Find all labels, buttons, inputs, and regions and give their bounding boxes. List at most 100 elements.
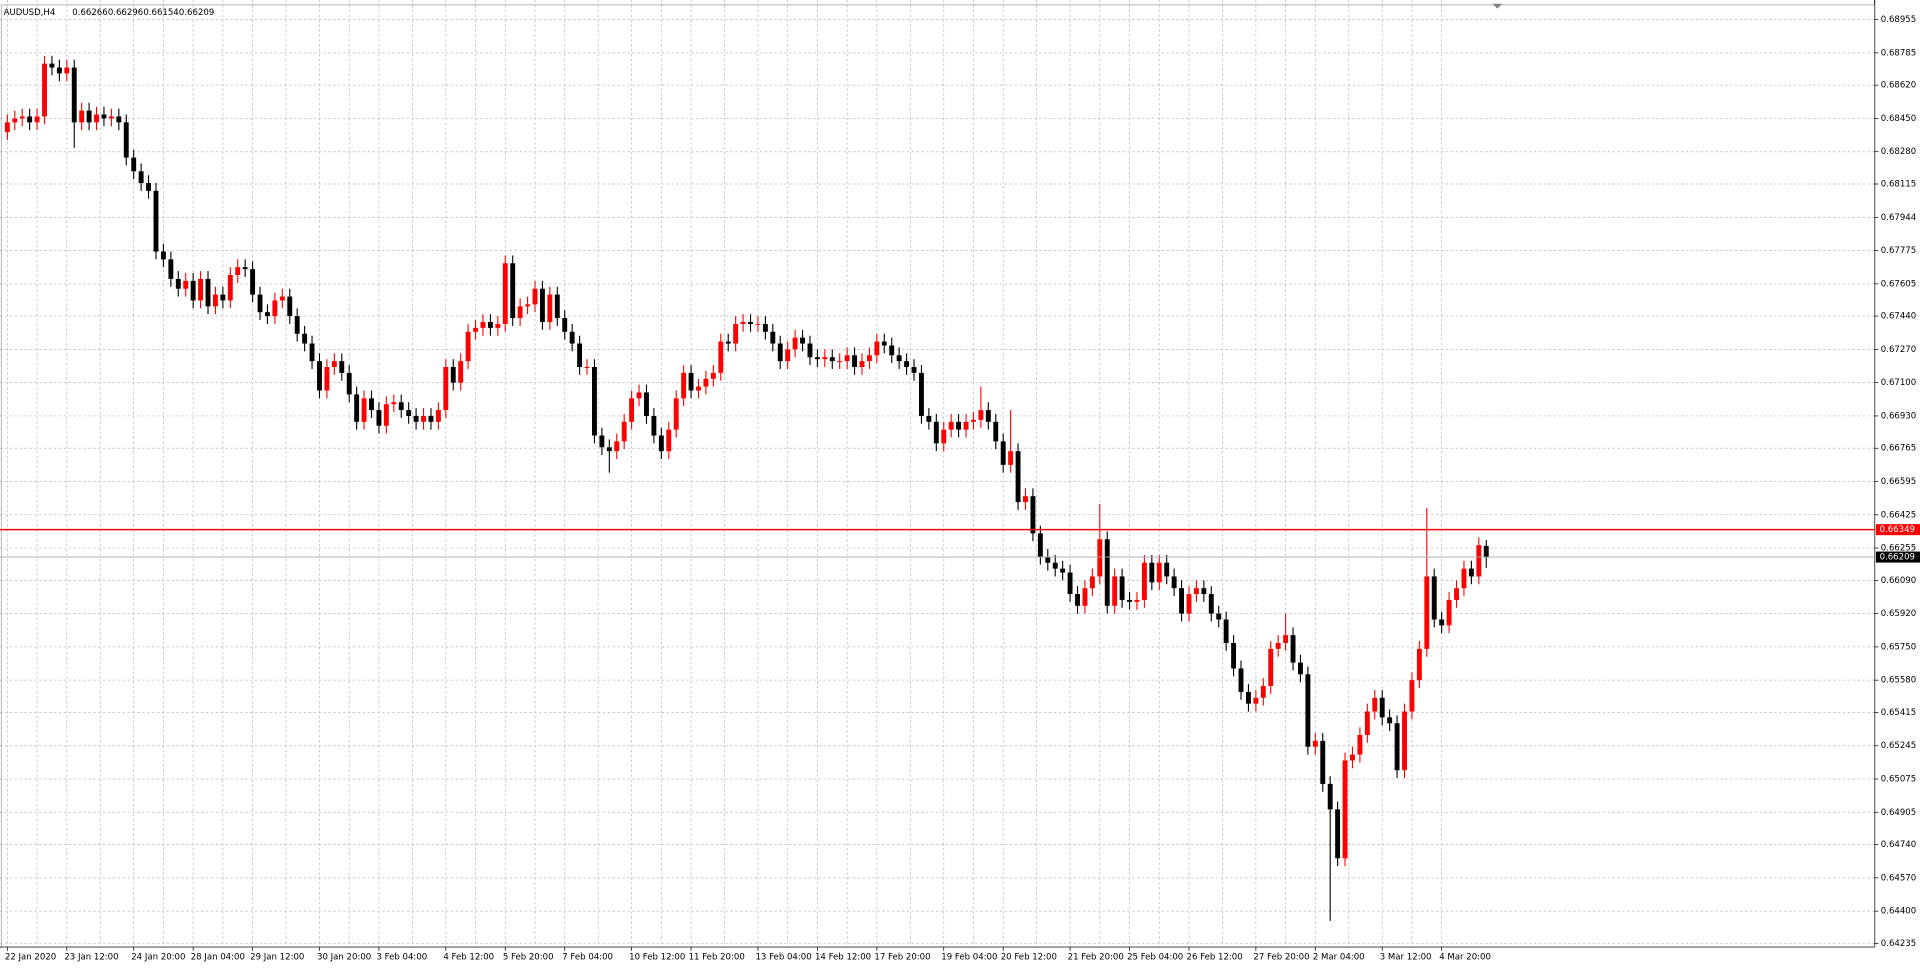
candle-body xyxy=(525,304,531,307)
x-tick-label: 21 Feb 20:00 xyxy=(1068,952,1124,962)
candle-body xyxy=(443,367,449,411)
y-tick-label: 0.68280 xyxy=(1881,147,1916,157)
candle-body xyxy=(703,378,709,387)
candle-body xyxy=(1357,734,1363,755)
x-tick-label: 30 Jan 20:00 xyxy=(317,952,371,962)
candle-body xyxy=(837,361,843,363)
candle-body xyxy=(1476,545,1482,577)
x-tick-label: 7 Feb 04:00 xyxy=(562,952,613,962)
candle-body xyxy=(1030,496,1036,534)
candle-body xyxy=(487,321,493,328)
candle-body xyxy=(874,341,880,356)
header-high: 0.66296 xyxy=(108,8,143,18)
candle-body xyxy=(933,421,939,444)
candle-body xyxy=(287,296,293,317)
candle-body xyxy=(1298,662,1303,675)
candle-body xyxy=(413,415,419,422)
candle-body xyxy=(554,294,560,319)
y-tick-label: 0.68450 xyxy=(1881,114,1916,124)
candle-body xyxy=(1231,642,1237,669)
candle-body xyxy=(1372,697,1378,712)
candle-body xyxy=(666,429,672,452)
candle-body xyxy=(1439,619,1445,626)
y-tick-label: 0.66255 xyxy=(1881,544,1916,554)
candle-body xyxy=(265,312,270,317)
candle-body xyxy=(346,372,352,395)
candle-body xyxy=(777,343,783,362)
candle-body xyxy=(1350,754,1355,761)
candle-body xyxy=(183,280,189,289)
candle-body xyxy=(1312,740,1318,747)
candle-body xyxy=(34,116,40,123)
candle-body xyxy=(956,421,962,430)
x-tick-label: 3 Mar 12:00 xyxy=(1380,952,1432,962)
candle-body xyxy=(1037,533,1043,557)
candle-body xyxy=(27,116,33,123)
candle-body xyxy=(881,341,887,346)
candle-body xyxy=(985,410,991,422)
candle-body xyxy=(1119,576,1125,600)
candle-body xyxy=(859,361,865,368)
y-tick-label: 0.68620 xyxy=(1881,81,1916,91)
x-tick-label: 2 Mar 04:00 xyxy=(1313,952,1365,962)
candle-body xyxy=(829,357,835,362)
candle-body xyxy=(1141,562,1147,600)
candle-body xyxy=(1387,717,1393,724)
candle-body xyxy=(725,341,731,344)
x-tick-label: 28 Jan 04:00 xyxy=(191,952,245,962)
header-open: 0.66266 xyxy=(72,8,107,18)
candle-body xyxy=(673,398,679,430)
candle-body xyxy=(465,331,471,362)
x-tick-label: 24 Jan 20:00 xyxy=(131,952,185,962)
candles xyxy=(4,55,1489,921)
candle-body xyxy=(1416,648,1422,681)
candle-body xyxy=(644,392,649,416)
candle-body xyxy=(153,190,159,252)
candle-body xyxy=(1454,588,1459,600)
y-tick-label: 0.68955 xyxy=(1881,15,1916,25)
candle-body xyxy=(168,259,174,279)
candle-body xyxy=(941,429,947,444)
candle-body xyxy=(1260,686,1266,698)
candle-body xyxy=(354,394,360,422)
candle-body xyxy=(101,114,107,119)
y-tick-label: 0.66595 xyxy=(1881,477,1916,487)
candle-body xyxy=(1446,599,1452,626)
candle-body xyxy=(79,110,85,123)
header-low: 0.66154 xyxy=(143,8,178,18)
candle-body xyxy=(1164,562,1170,577)
candle-body xyxy=(904,361,910,368)
y-tick-label: 0.66425 xyxy=(1881,510,1916,520)
y-tick-label: 0.66930 xyxy=(1881,411,1916,421)
y-tick-label: 0.67270 xyxy=(1881,345,1916,355)
y-tick-label: 0.68115 xyxy=(1881,180,1916,190)
y-tick-label: 0.64235 xyxy=(1881,939,1916,949)
candle-body xyxy=(435,410,441,422)
x-tick-label: 20 Feb 12:00 xyxy=(1001,952,1057,962)
candle-body xyxy=(1045,556,1051,563)
candle-body xyxy=(56,67,62,74)
candle-body xyxy=(993,421,999,442)
candle-body xyxy=(1305,674,1311,747)
candle-body xyxy=(866,355,872,362)
candle-body xyxy=(309,343,315,362)
candle-body xyxy=(792,337,798,350)
candle-body xyxy=(1223,619,1229,643)
candle-body xyxy=(688,372,694,391)
candle-body xyxy=(896,355,902,362)
y-tick-label: 0.65245 xyxy=(1881,741,1916,751)
candle-body xyxy=(822,357,828,360)
x-tick-label: 26 Feb 12:00 xyxy=(1187,952,1243,962)
candle-body xyxy=(242,267,248,270)
candle-body xyxy=(1275,642,1281,649)
candle-body xyxy=(1424,576,1430,649)
candle-body xyxy=(658,435,664,452)
candle-body xyxy=(978,410,984,420)
candle-body xyxy=(1104,539,1110,606)
candle-body xyxy=(517,306,523,319)
candle-body xyxy=(1327,783,1333,810)
candle-body xyxy=(1290,635,1296,663)
